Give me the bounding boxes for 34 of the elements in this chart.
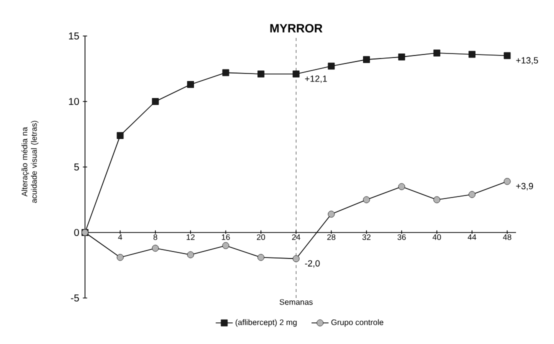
point [152,98,159,105]
point [433,50,440,56]
point [222,242,230,249]
data-label: +3,9 [516,182,534,190]
point [398,54,406,60]
point [222,69,230,76]
point [433,196,440,204]
y-tick-label: 15 [69,32,79,40]
data-label: +12,1 [305,76,327,83]
point [292,70,300,78]
data-label: +13,5 [516,57,538,65]
point [187,251,194,258]
point [258,70,264,78]
point [363,56,370,63]
point [328,62,335,70]
point [468,191,476,198]
point [258,254,264,261]
point [328,210,335,218]
point [504,52,511,60]
point [152,244,159,252]
point [398,183,406,190]
y-tick-label: 5 [74,164,79,170]
point [116,132,124,139]
y-tick-label: -5 [70,294,79,302]
y-tick-label: 10 [69,98,79,106]
point [504,178,511,185]
chart-title: MYRROR [270,24,322,32]
data-label: -2,0 [305,260,320,268]
point [116,254,124,261]
point [468,50,476,58]
point [292,255,300,262]
point [363,196,370,204]
point [187,81,194,88]
y-tick-label: 0 [74,228,79,236]
